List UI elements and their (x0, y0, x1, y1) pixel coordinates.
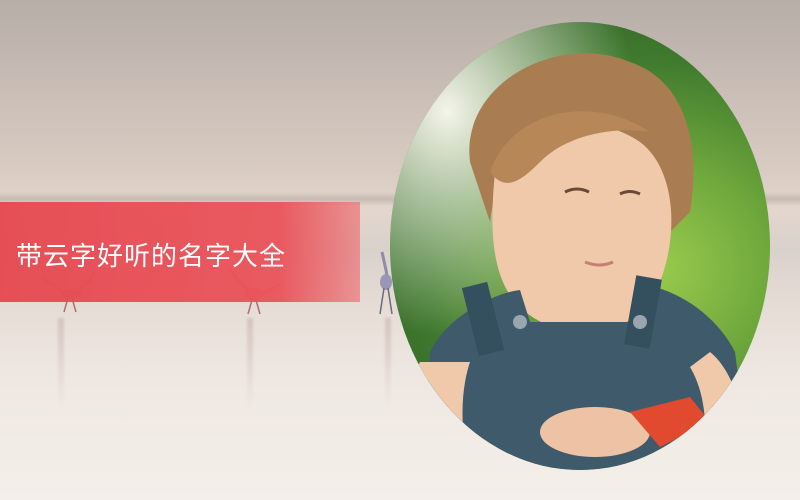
child-photo (390, 22, 770, 470)
title-ribbon (0, 202, 360, 302)
child-illustration (390, 22, 770, 470)
flamingo-reflection (58, 318, 64, 408)
page-title: 带云字好听的名字大全 (16, 242, 287, 272)
flamingo-reflection (247, 318, 253, 408)
flamingo-reflection (385, 318, 391, 408)
